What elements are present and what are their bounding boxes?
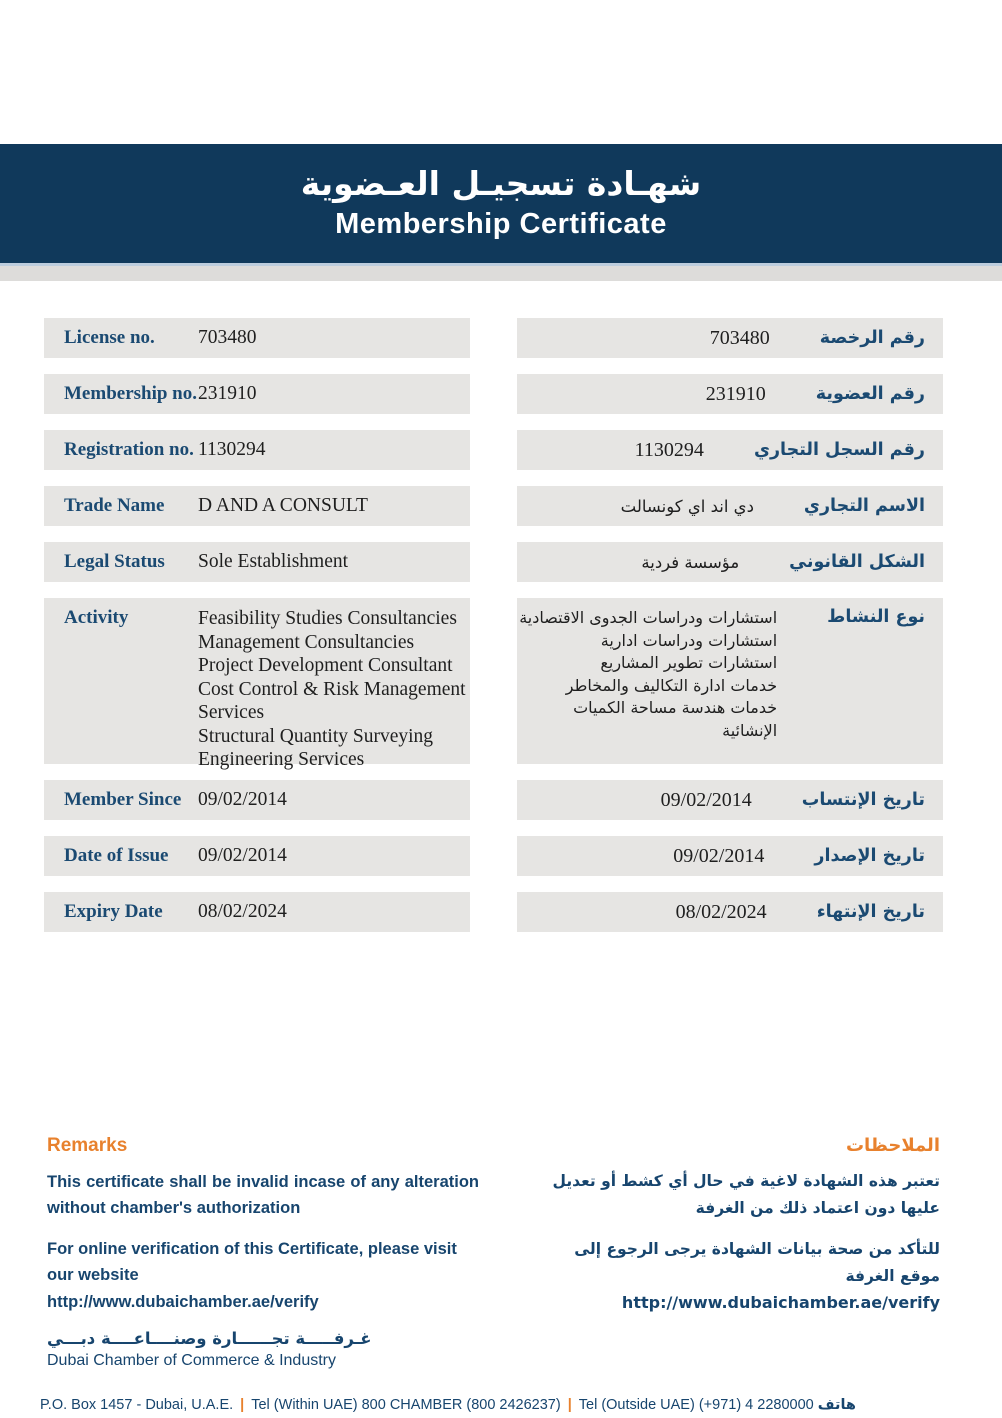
- activity-item: Project Development Consultant: [198, 655, 453, 676]
- field-label: Legal Status: [64, 551, 165, 572]
- chamber-logotype-arabic: غـرفـــــة تجــــــارة وصنــــاعــــة دب…: [47, 1328, 372, 1348]
- field-label: License no.: [64, 327, 155, 348]
- field-label: Membership no.: [64, 383, 197, 404]
- field-row-trade-name-ar: الاسم التجاري دي اند اي كونسالت: [517, 486, 943, 526]
- remarks-invalid-notice-arabic: تعتبر هذه الشهادة لاغية في حال أي كشط أو…: [552, 1172, 941, 1218]
- field-row-license-en: License no. 703480: [44, 318, 470, 358]
- fields-column-english: License no. 703480 Membership no. 231910…: [44, 318, 470, 932]
- po-box: P.O. Box 1457 - Dubai, U.A.E.: [40, 1396, 234, 1413]
- field-value: 703480: [709, 326, 770, 349]
- footer-contact: P.O. Box 1457 - Dubai, U.A.E. | Tel (Withi…: [40, 1392, 970, 1418]
- remarks-invalid-notice-english: This certificate shall be invalid incase…: [47, 1173, 479, 1218]
- field-row-expiry-date-en: Expiry Date 08/02/2024: [44, 892, 470, 932]
- field-row-license-ar: رقم الرخصة 703480: [517, 318, 943, 358]
- field-row-registration-ar: رقم السجل التجاري 1130294: [517, 430, 943, 470]
- field-row-date-of-issue-ar: تاريخ الإصدار 09/02/2014: [517, 836, 943, 876]
- field-value: Sole Establishment: [198, 551, 349, 572]
- activity-item: Cost Control & Risk Management Services: [198, 678, 466, 724]
- fields-area: License no. 703480 Membership no. 231910…: [44, 318, 1002, 932]
- field-row-activity-en: Activity Feasibility Studies Consultanci…: [44, 598, 470, 770]
- field-row-membership-ar: رقم العضوية 231910: [517, 374, 943, 414]
- chamber-logo: غـرفـــــة تجــــــارة وصنــــاعــــة دب…: [47, 1329, 1002, 1370]
- chamber-logotype-english: Dubai Chamber of Commerce & Industry: [47, 1351, 336, 1369]
- remarks-section: Remarks This certificate shall be invali…: [47, 1135, 940, 1315]
- field-value: 09/02/2014: [198, 789, 287, 810]
- field-label-arabic: رقم السجل التجاري: [753, 440, 925, 460]
- field-value: 09/02/2014: [660, 788, 752, 811]
- field-row-trade-name-en: Trade Name D AND A CONSULT: [44, 486, 470, 526]
- tel-within-uae: Tel (Within UAE) 800 CHAMBER (800 242623…: [251, 1396, 561, 1413]
- field-label-arabic: رقم العضوية: [815, 384, 925, 404]
- remarks-verify-notice-arabic: للتأكد من صحة بيانات الشهادة يرجى الرجوع…: [574, 1240, 940, 1286]
- activity-item: استشارات ودراسات الجدوى الاقتصادية: [519, 608, 778, 627]
- verification-url-arabic-side: http://www.dubaichamber.ae/verify: [621, 1292, 940, 1312]
- field-label: Date of Issue: [64, 845, 169, 866]
- field-value-arabic: مؤسسة فردية: [641, 552, 740, 572]
- field-row-membership-en: Membership no. 231910: [44, 374, 470, 414]
- field-row-registration-en: Registration no. 1130294: [44, 430, 470, 470]
- field-value: 703480: [198, 327, 257, 348]
- field-row-legal-status-ar: الشكل القانوني مؤسسة فردية: [517, 542, 943, 582]
- field-value: 1130294: [634, 438, 704, 461]
- field-value-arabic: دي اند اي كونسالت: [620, 496, 754, 516]
- field-label-arabic: تاريخ الإصدار: [814, 846, 925, 866]
- field-label-arabic: الاسم التجاري: [803, 496, 925, 516]
- certificate-title-arabic: شهـادة تسجيـل العـضوية: [300, 163, 702, 203]
- separator: |: [567, 1396, 572, 1413]
- field-label: Activity: [64, 607, 129, 628]
- remarks-heading-english: Remarks: [47, 1135, 128, 1156]
- field-label: Expiry Date: [64, 901, 163, 922]
- field-label: Registration no.: [64, 439, 194, 460]
- field-value: 08/02/2024: [675, 900, 767, 923]
- field-label-arabic: نوع النشاط: [827, 607, 925, 627]
- tel-outside-uae: Tel (Outside UAE) (+971) 4 2280000: [578, 1396, 814, 1413]
- field-value: D AND A CONSULT: [198, 495, 368, 516]
- remarks-verify-notice-english: For online verification of this Certific…: [47, 1239, 457, 1285]
- field-value: 09/02/2014: [673, 844, 765, 867]
- activity-item: Feasibility Studies Consultancies: [198, 608, 457, 629]
- field-value: 231910: [198, 383, 257, 404]
- remarks-english: Remarks This certificate shall be invali…: [47, 1135, 479, 1315]
- activity-list-english: Feasibility Studies Consultancies Manage…: [198, 607, 470, 772]
- activity-item: استشارات ودراسات ادارية: [600, 630, 778, 650]
- field-value: 08/02/2024: [198, 901, 287, 922]
- field-value: 231910: [705, 382, 766, 405]
- activity-item: خدمات هندسة مساحة الكميات الإنشائية: [573, 698, 778, 740]
- field-value: 1130294: [198, 439, 266, 460]
- activity-item: استشارات تطوير المشاريع: [600, 653, 778, 672]
- activity-item: Structural Quantity Surveying Engineerin…: [198, 725, 434, 771]
- footer-contact-line-1: P.O. Box 1457 - Dubai, U.A.E. | Tel (Withi…: [40, 1392, 970, 1418]
- activity-list-arabic: استشارات ودراسات الجدوى الاقتصادية استشا…: [517, 607, 777, 742]
- field-row-member-since-en: Member Since 09/02/2014: [44, 780, 470, 820]
- header-band: شهـادة تسجيـل العـضوية Membership Certif…: [0, 144, 1002, 263]
- remarks-heading-arabic: الملاحظات: [845, 1135, 940, 1156]
- field-value: 09/02/2014: [198, 845, 287, 866]
- activity-item: Management Consultancies: [198, 631, 415, 653]
- field-row-member-since-ar: تاريخ الإنتساب 09/02/2014: [517, 780, 943, 820]
- header-substrip: [0, 263, 1002, 281]
- field-row-expiry-date-ar: تاريخ الإنتهاء 08/02/2024: [517, 892, 943, 932]
- field-label-arabic: تاريخ الإنتساب: [801, 790, 925, 810]
- certificate-title-english: Membership Certificate: [335, 208, 667, 241]
- field-row-activity-ar: نوع النشاط استشارات ودراسات الجدوى الاقت…: [517, 598, 943, 764]
- separator: |: [240, 1396, 245, 1413]
- field-label-arabic: الشكل القانوني: [789, 552, 925, 572]
- field-label-arabic: تاريخ الإنتهاء: [816, 902, 925, 922]
- verification-url: http://www.dubaichamber.ae/verify: [47, 1292, 319, 1311]
- tel-label-arabic: هاتف: [817, 1396, 856, 1413]
- field-row-date-of-issue-en: Date of Issue 09/02/2014: [44, 836, 470, 876]
- field-row-legal-status-en: Legal Status Sole Establishment: [44, 542, 470, 582]
- remarks-arabic: الملاحظات تعتبر هذه الشهادة لاغية في حال…: [540, 1135, 941, 1315]
- activity-item: خدمات ادارة التكاليف والمخاطر: [565, 675, 778, 695]
- field-label: Trade Name: [64, 495, 165, 516]
- fields-column-arabic: رقم الرخصة 703480 رقم العضوية 231910 رقم…: [517, 318, 943, 932]
- field-label-arabic: رقم الرخصة: [819, 328, 925, 348]
- field-label: Member Since: [64, 789, 182, 810]
